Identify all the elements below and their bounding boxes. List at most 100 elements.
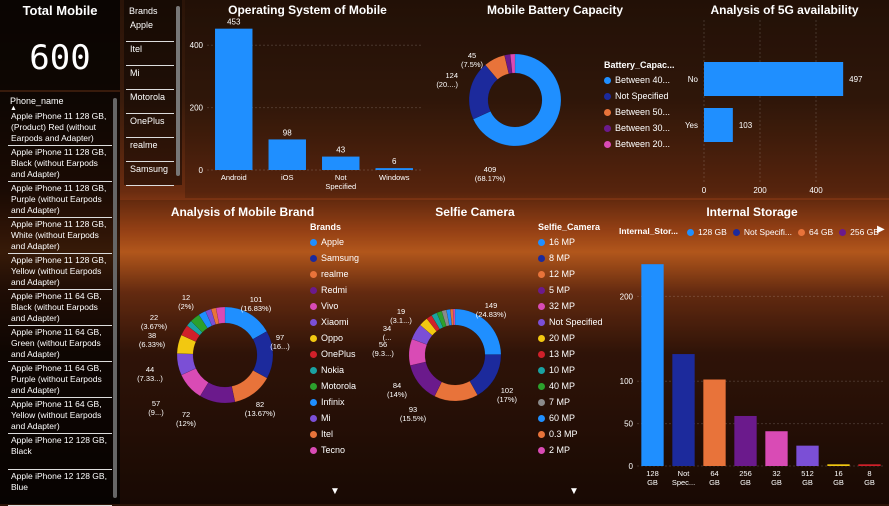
legend-item[interactable]: Tecno	[310, 442, 359, 458]
legend-item[interactable]: 60 MP	[538, 410, 603, 426]
legend-item[interactable]: realme	[310, 266, 359, 282]
legend-item[interactable]: Mi	[310, 410, 359, 426]
legend-label: Tecno	[321, 445, 346, 455]
bar	[704, 62, 844, 96]
phone-list-item[interactable]: Apple iPhone 11 64 GB, Yellow (without E…	[8, 398, 112, 434]
brand-slicer[interactable]: Brands Apple Itel Mi Motorola OnePlus realme S…	[124, 0, 182, 186]
phone-list-item[interactable]: Apple iPhone 11 64 GB, Green (without Ea…	[8, 326, 112, 362]
legend-item[interactable]: Samsung	[310, 250, 359, 266]
legend-item[interactable]: 8 MP	[538, 250, 603, 266]
legend-item[interactable]: OnePlus	[310, 346, 359, 362]
phone-list-item[interactable]: Apple iPhone 12 128 GB, Blue	[8, 470, 112, 506]
donut-slice	[472, 53, 562, 147]
legend-item[interactable]: 2 MP	[538, 442, 603, 458]
brand-slicer-item[interactable]: realme	[126, 138, 174, 162]
legend-item[interactable]: Vivo	[310, 298, 359, 314]
legend-item[interactable]: Nokia	[310, 362, 359, 378]
legend-item[interactable]: Between 50...	[604, 104, 670, 120]
legend-label: Between 40...	[615, 75, 671, 85]
brand-slicer-item[interactable]: Apple	[126, 18, 174, 42]
data-label: 72	[182, 410, 190, 419]
legend-item[interactable]: 5 MP	[538, 282, 603, 298]
storage-legend-item[interactable]: Not Specifi...	[732, 224, 793, 240]
legend-item[interactable]: 10 MP	[538, 362, 603, 378]
legend-label: 10 MP	[549, 365, 576, 375]
legend-item[interactable]: Motorola	[310, 378, 359, 394]
legend-item[interactable]: Between 40...	[604, 72, 670, 88]
legend-label: Not Specified	[549, 317, 603, 327]
legend-item[interactable]: 13 MP	[538, 346, 603, 362]
kpi-value: 600	[29, 38, 91, 78]
x-tick-label: Android	[221, 173, 247, 182]
fiveg-chart: 0 200 400 No 497 Yes 103	[685, 20, 863, 195]
legend-item[interactable]: Xiaomi	[310, 314, 359, 330]
phone-list-item[interactable]: Apple iPhone 11 128 GB, (Product) Red (w…	[8, 110, 112, 146]
x-tick-label: GB	[647, 478, 658, 487]
data-label: (12%)	[176, 419, 197, 428]
x-tick-label: GB	[864, 478, 875, 487]
brand-slicer-header: Brands	[129, 6, 158, 16]
brand-slicer-item[interactable]: Samsung	[126, 162, 174, 186]
brand-slicer-item[interactable]: Motorola	[126, 90, 174, 114]
brand-scrollbar-thumb[interactable]	[176, 6, 180, 176]
brand-slicer-item[interactable]: Mi	[126, 66, 174, 90]
legend-scroll-down-icon[interactable]: ▼	[330, 486, 340, 497]
legend-item[interactable]: Apple	[310, 234, 359, 250]
phone-list-item[interactable]: Apple iPhone 11 64 GB, Black (without Ea…	[8, 290, 112, 326]
phone-list-item[interactable]: Apple iPhone 11 128 GB, White (without E…	[8, 218, 112, 254]
brand-slicer-item[interactable]: Itel	[126, 42, 174, 66]
legend-item[interactable]: Infinix	[310, 394, 359, 410]
legend-label: Not Specifi...	[743, 227, 793, 237]
phone-name-slicer[interactable]: Phone_name ▲ Apple iPhone 11 128 GB, (Pr…	[0, 92, 120, 506]
legend-label: 32 MP	[549, 301, 576, 311]
legend-item[interactable]: 7 MP	[538, 394, 603, 410]
brand-slicer-item[interactable]: OnePlus	[126, 114, 174, 138]
legend-item[interactable]: 12 MP	[538, 266, 603, 282]
legend-next-icon[interactable]: ▶	[877, 224, 885, 235]
kpi-title: Total Mobile	[22, 3, 98, 18]
phone-list-item[interactable]: Apple iPhone 11 128 GB, Purple (without …	[8, 182, 112, 218]
storage-legend-item[interactable]: 64 GB	[798, 224, 833, 240]
legend-label: 40 MP	[549, 381, 576, 391]
x-tick-label: 512	[801, 469, 814, 478]
legend-scroll-down-icon[interactable]: ▼	[569, 486, 579, 497]
bar	[322, 156, 360, 170]
legend-item[interactable]: 16 MP	[538, 234, 603, 250]
bar-value-label: 103	[739, 121, 753, 130]
phone-list-item[interactable]: Apple iPhone 11 128 GB, Black (without E…	[8, 146, 112, 182]
legend-swatch	[310, 446, 317, 454]
legend-item[interactable]: Oppo	[310, 330, 359, 346]
y-tick-label: 0	[629, 462, 634, 471]
legend-label: 60 MP	[549, 413, 576, 423]
bar	[734, 415, 757, 466]
legend-item[interactable]: Not Specified	[604, 88, 670, 104]
legend-item[interactable]: Itel	[310, 426, 359, 442]
legend-item[interactable]: Redmi	[310, 282, 359, 298]
donut-slice	[454, 308, 502, 355]
phone-list-item[interactable]: Apple iPhone 11 64 GB, Purple (without E…	[8, 362, 112, 398]
x-tick-label: Not	[678, 469, 691, 478]
data-label: 409	[484, 165, 497, 174]
data-label: (24.83%)	[476, 310, 507, 319]
donut-slice	[231, 370, 268, 403]
legend-label: 5 MP	[549, 285, 571, 295]
storage-legend-item[interactable]: 256 GB	[839, 224, 879, 240]
legend-item[interactable]: Between 20...	[604, 136, 670, 152]
legend-item[interactable]: 0.3 MP	[538, 426, 603, 442]
phone-list-item[interactable]: Apple iPhone 11 128 GB, Yellow (without …	[8, 254, 112, 290]
legend-label: Itel	[321, 429, 334, 439]
legend-item[interactable]: Between 30...	[604, 120, 670, 136]
phone-list-item[interactable]: Apple iPhone 12 128 GB, Black	[8, 434, 112, 470]
legend-swatch	[310, 350, 317, 358]
x-tick-label: 32	[772, 469, 780, 478]
storage-legend-item[interactable]: 128 GB	[687, 224, 727, 240]
y-tick-label: Yes	[685, 121, 698, 130]
legend-item[interactable]: 20 MP	[538, 330, 603, 346]
phone-scrollbar[interactable]	[113, 98, 117, 498]
sort-caret-icon[interactable]: ▲	[10, 105, 17, 112]
legend-item[interactable]: 40 MP	[538, 378, 603, 394]
data-label: 22	[150, 313, 158, 322]
legend-item[interactable]: 32 MP	[538, 298, 603, 314]
legend-swatch	[538, 366, 545, 374]
legend-item[interactable]: Not Specified	[538, 314, 603, 330]
